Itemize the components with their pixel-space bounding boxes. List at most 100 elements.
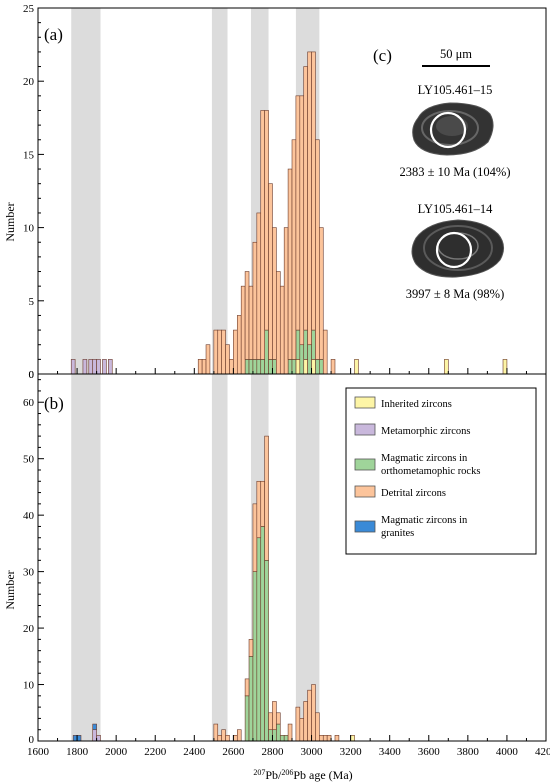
histogram-bar xyxy=(276,723,281,742)
histogram-bar xyxy=(354,359,359,375)
histogram-bar xyxy=(319,359,324,375)
legend-box xyxy=(345,387,537,555)
inset-tag: (c) xyxy=(373,46,392,65)
histogram-bar xyxy=(92,359,97,375)
histogram-bar xyxy=(248,285,254,360)
histogram-bar xyxy=(252,359,258,375)
histogram-bar xyxy=(229,359,234,375)
y-tick-label: 40 xyxy=(23,510,35,522)
histogram-bar xyxy=(264,435,269,561)
legend-label: granites xyxy=(381,528,414,539)
histogram-bar xyxy=(315,359,320,375)
histogram-bar xyxy=(213,329,219,375)
legend-swatch xyxy=(354,485,376,498)
histogram-bar xyxy=(287,359,293,375)
histogram-bar xyxy=(248,639,254,657)
histogram-bar xyxy=(264,329,269,375)
histogram-bar xyxy=(444,359,449,375)
histogram-bar xyxy=(295,329,301,360)
histogram-bar xyxy=(205,344,211,375)
histogram-bar xyxy=(350,735,355,742)
histogram-bar xyxy=(311,329,316,360)
histogram-bar xyxy=(291,139,297,360)
y-tick-label: 30 xyxy=(23,567,35,579)
x-tick-label: 2200 xyxy=(144,746,167,758)
histogram-bar xyxy=(213,723,219,742)
histogram-bar xyxy=(256,480,262,539)
histogram-bar xyxy=(244,678,250,697)
histogram-bar xyxy=(233,735,238,742)
histogram-bar xyxy=(264,110,269,331)
histogram-bar xyxy=(92,723,97,731)
panel-b-ylabel: Number xyxy=(3,570,17,609)
histogram-bar xyxy=(72,735,78,742)
legend-label: Detrital zircons xyxy=(381,488,446,499)
histogram-bar xyxy=(260,359,265,375)
grain-1-age: 2383 ± 10 Ma (104%) xyxy=(399,165,510,179)
histogram-bar xyxy=(233,329,238,375)
histogram-bar xyxy=(102,359,107,375)
histogram-bar xyxy=(322,735,328,742)
histogram-bar xyxy=(291,359,297,375)
histogram-bar xyxy=(264,560,269,742)
y-tick-label: 15 xyxy=(23,149,35,161)
histogram-bar xyxy=(272,227,277,360)
histogram-bar xyxy=(217,735,222,742)
histogram-bar xyxy=(272,729,277,742)
histogram-bar xyxy=(307,344,312,375)
histogram-bar xyxy=(96,735,101,742)
x-axis-title: 207Pb/206Pb age (Ma) xyxy=(253,768,352,783)
x-tick-label: 3800 xyxy=(457,746,480,758)
legend-swatch xyxy=(354,423,376,436)
histogram-bar xyxy=(279,735,285,742)
histogram-bar xyxy=(240,285,246,375)
histogram-bar xyxy=(287,168,293,360)
legend: Inherited zircons Metamorphic zircons Magm… xyxy=(345,387,537,555)
shaded-interval xyxy=(211,374,228,741)
histogram-bar xyxy=(303,329,308,360)
histogram-bar xyxy=(311,684,316,742)
x-tick-label: 2400 xyxy=(183,746,206,758)
histogram-bar xyxy=(268,359,273,375)
histogram-bar xyxy=(272,359,277,375)
histogram-bar xyxy=(502,359,508,375)
histogram-bar xyxy=(311,359,316,375)
legend-swatch xyxy=(354,458,376,471)
histogram-bar xyxy=(303,66,308,331)
y-tick-label: 60 xyxy=(23,397,35,409)
shaded-interval xyxy=(71,8,101,374)
histogram-bar xyxy=(276,712,281,725)
histogram-bar xyxy=(315,139,320,360)
histogram-bar xyxy=(221,329,226,375)
grain-2-age: 3997 ± 8 Ma (98%) xyxy=(406,287,505,301)
histogram-bar xyxy=(217,329,222,375)
histogram-bar xyxy=(283,735,289,742)
y-tick-label: 20 xyxy=(23,76,35,88)
histogram-bar xyxy=(295,706,301,742)
histogram-bar xyxy=(248,656,254,742)
legend-label: orthometamophic rocks xyxy=(381,466,480,477)
histogram-bar xyxy=(268,712,273,731)
y-tick-label: 5 xyxy=(29,296,35,308)
shaded-interval xyxy=(71,374,101,741)
zircon-grain-1-image xyxy=(412,102,494,156)
x-tick-label: 2800 xyxy=(261,746,284,758)
histogram-bar xyxy=(96,359,101,375)
histogram-bar xyxy=(260,526,265,742)
y-tick-label: 10 xyxy=(23,680,35,692)
histogram-bar xyxy=(244,359,250,375)
histogram-bar xyxy=(307,689,312,742)
legend-label: Magmatic zircons in xyxy=(381,453,468,464)
histogram-bar xyxy=(276,271,281,375)
histogram-bar xyxy=(244,695,250,742)
x-tick-label: 4000 xyxy=(496,746,519,758)
histogram-bar xyxy=(268,729,273,742)
histogram-bar xyxy=(307,51,312,346)
histogram-bar xyxy=(256,359,262,375)
histogram-bar xyxy=(256,212,262,360)
histogram-bar xyxy=(252,571,258,742)
inset-cl-images: (c) 50 μm LY105.461–15 2383 ± 10 Ma (104… xyxy=(373,46,511,301)
x-tick-label: 1600 xyxy=(27,746,50,758)
histogram-bar xyxy=(82,359,88,375)
